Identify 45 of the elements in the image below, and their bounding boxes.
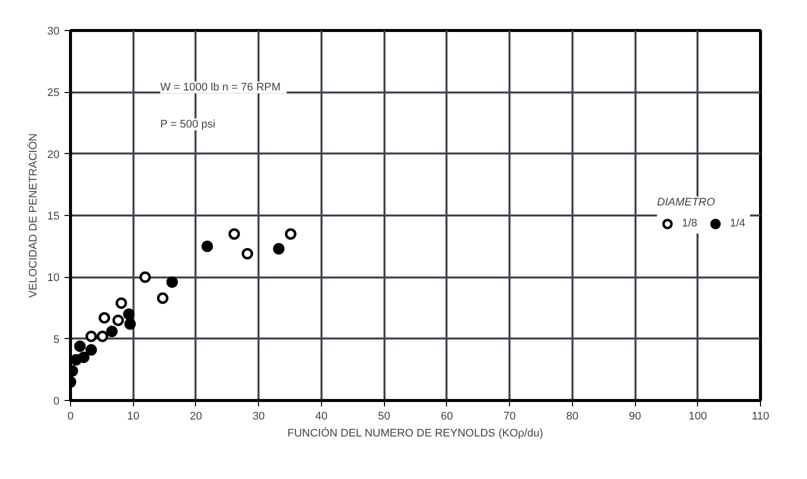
x-tick-label: 80	[566, 410, 578, 422]
point	[273, 243, 285, 255]
x-tick-label: 0	[67, 410, 74, 422]
y-tick-label: 5	[53, 334, 60, 346]
annotation: W = 1000 lb n = 76 RPM	[160, 81, 281, 94]
point	[166, 276, 178, 288]
y-tick-label: 25	[47, 87, 60, 100]
y-tick-label: 15	[47, 210, 60, 222]
x-tick-label: 100	[688, 410, 707, 422]
x-tick-label: 40	[315, 410, 328, 422]
x-tick-label: 20	[190, 410, 202, 422]
x-tick-label: 110	[752, 410, 770, 422]
point	[85, 344, 97, 356]
point	[124, 318, 136, 330]
point	[112, 314, 124, 326]
point	[85, 330, 97, 342]
y-tick-label: 20	[47, 148, 60, 161]
point	[242, 248, 254, 260]
point	[156, 292, 168, 304]
y-tick-label: 10	[47, 272, 60, 284]
point	[78, 352, 90, 364]
y-axis-title: VELOCIDAD DE PENETRACIÓN	[26, 133, 40, 298]
y-tick-label: 0	[53, 396, 60, 408]
annotation: P = 500 psi	[160, 118, 216, 130]
point	[201, 240, 213, 252]
x-axis-title: FUNCIÓN DEL NUMERO DE REYNOLDS (KOρ/du)	[287, 426, 544, 440]
x-tick-label: 10	[127, 410, 140, 422]
y-tick-label: 30	[47, 26, 60, 38]
legend-label: 1/4	[730, 218, 746, 230]
x-tick-label: 90	[628, 410, 642, 422]
x-tick-label: 50	[378, 410, 390, 422]
point	[98, 312, 110, 324]
point	[116, 297, 128, 309]
point	[123, 308, 135, 320]
point	[284, 228, 296, 240]
x-tick-label: 30	[252, 410, 265, 422]
point	[106, 326, 118, 338]
x-tick-label: 70	[503, 410, 516, 422]
point	[228, 228, 240, 240]
point	[74, 340, 86, 352]
point	[139, 271, 151, 283]
legend-label: 1/8	[682, 218, 698, 230]
point	[96, 330, 108, 342]
x-tick-label: 60	[440, 410, 453, 422]
legend-title: DIAMETRO	[657, 196, 716, 208]
